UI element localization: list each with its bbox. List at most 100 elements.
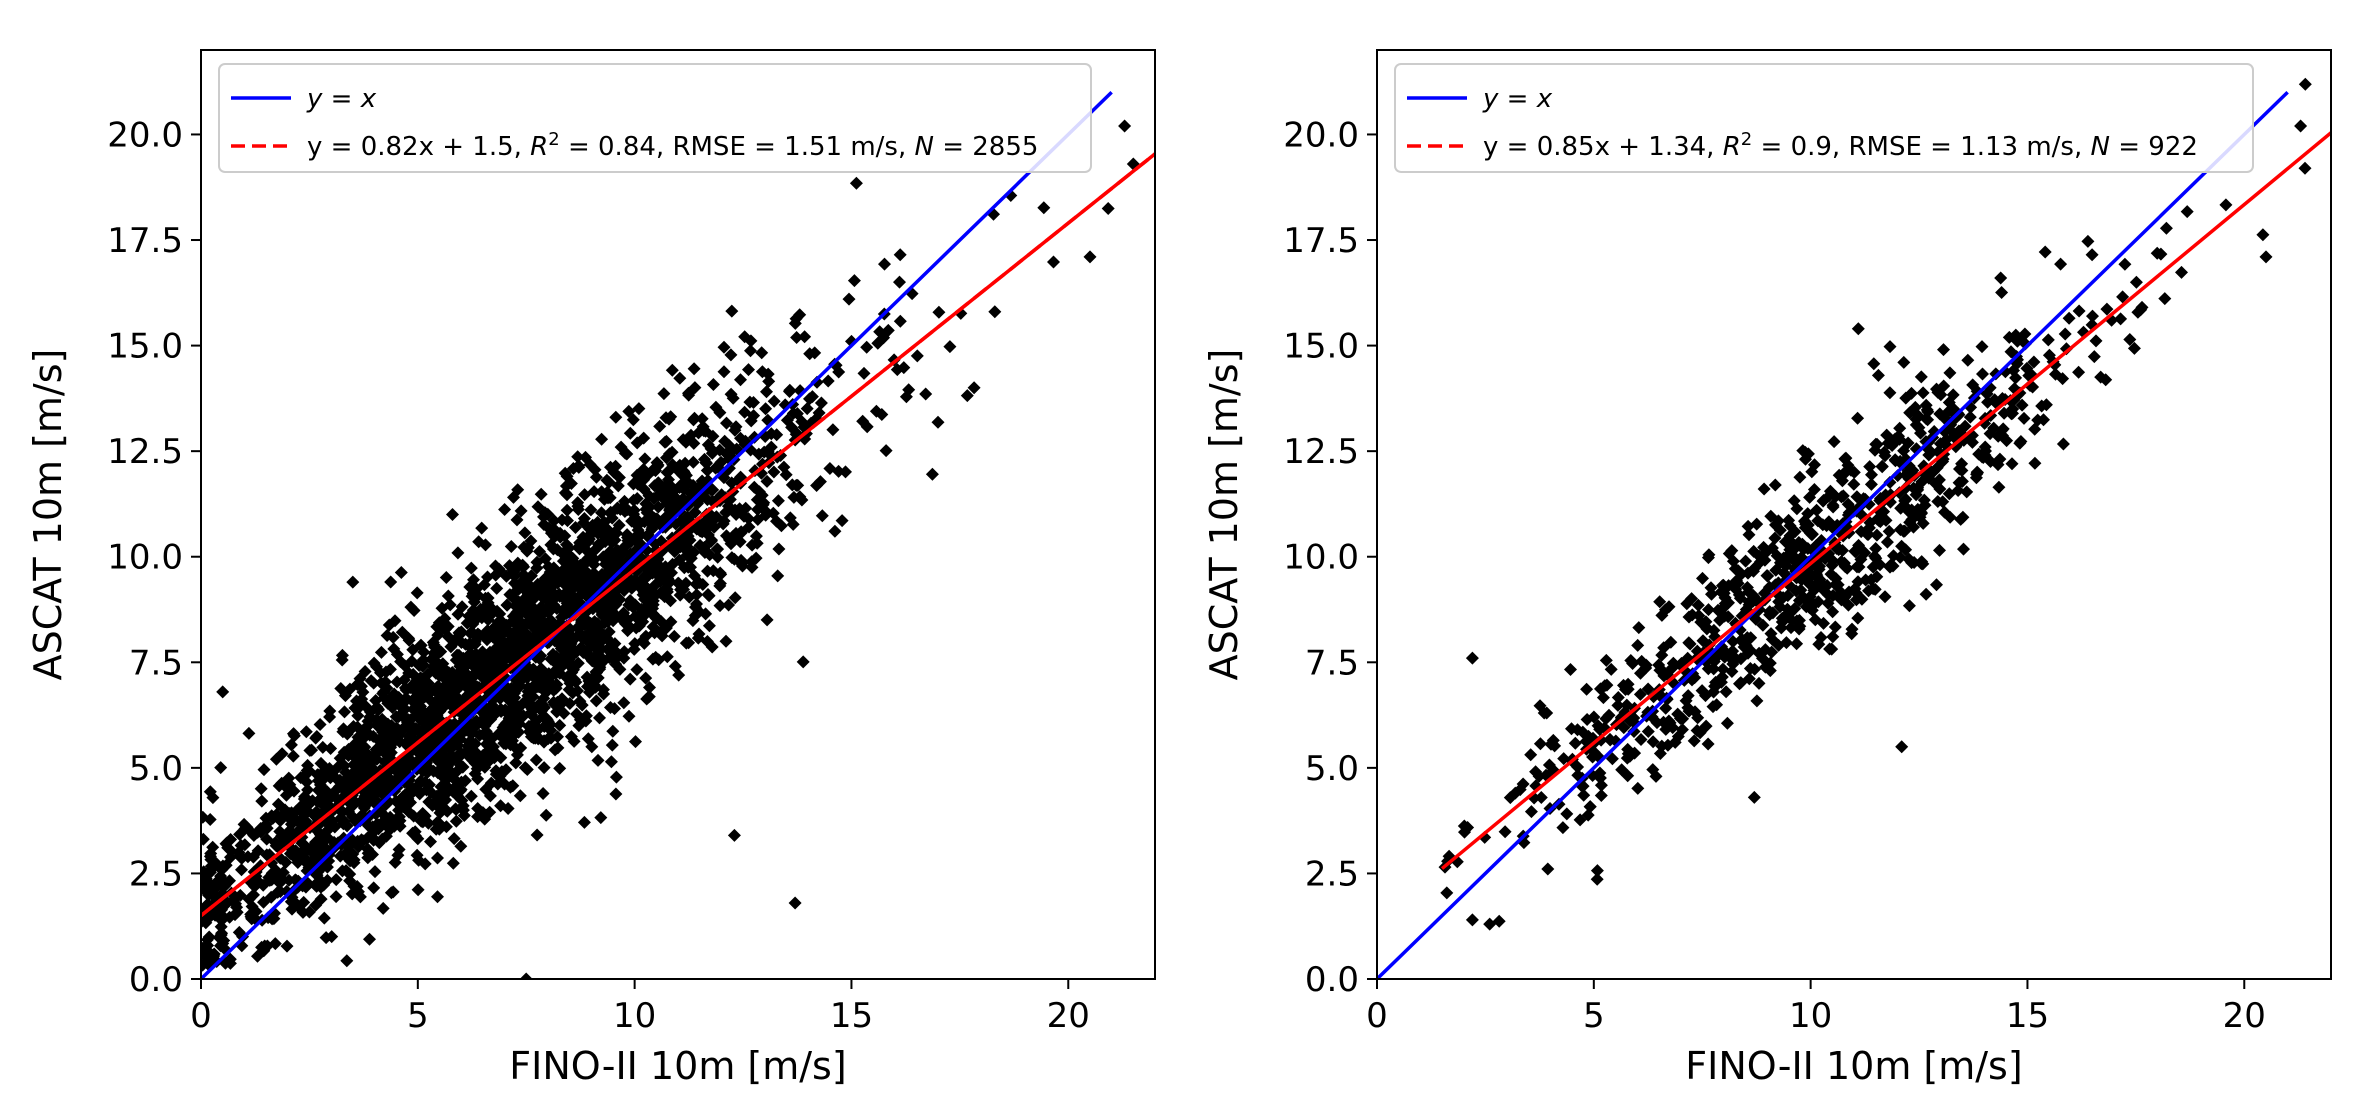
data-point: [2294, 119, 2308, 133]
data-point: [960, 389, 974, 403]
data-point: [667, 491, 681, 505]
data-point: [441, 669, 454, 683]
data-point: [424, 835, 437, 849]
data-point: [1083, 250, 1097, 264]
data-point: [2123, 333, 2137, 346]
data-point: [1955, 457, 1969, 471]
data-point: [577, 815, 591, 829]
data-point: [689, 600, 702, 614]
data-point: [910, 349, 924, 363]
data-point: [646, 520, 659, 534]
data-point: [589, 470, 603, 484]
data-point: [1995, 286, 2009, 299]
data-point: [790, 331, 804, 344]
data-point: [353, 890, 367, 904]
data-point: [467, 595, 481, 609]
data-point: [498, 503, 512, 516]
data-point: [581, 544, 594, 558]
data-point: [1699, 615, 1713, 629]
data-point: [1829, 578, 1843, 592]
data-point: [530, 828, 544, 842]
data-point: [1483, 917, 1497, 931]
y-tick-label: 5.0: [129, 749, 183, 789]
data-point: [242, 726, 256, 740]
data-point: [1571, 760, 1585, 774]
data-point: [668, 659, 682, 673]
data-point: [798, 330, 812, 344]
data-point: [407, 722, 421, 736]
data-point: [532, 722, 546, 736]
data-point: [498, 777, 512, 791]
data-point: [1548, 739, 1562, 753]
data-point: [1705, 587, 1718, 601]
data-point: [470, 582, 483, 596]
data-point: [1919, 398, 1933, 412]
data-point: [519, 600, 533, 614]
y-tick-label: 5.0: [1305, 749, 1359, 789]
data-point: [574, 578, 588, 592]
data-point: [1790, 637, 1804, 651]
data-point: [2004, 345, 2018, 359]
data-point: [1866, 582, 1880, 596]
data-point: [1047, 255, 1060, 269]
data-point: [747, 396, 760, 409]
data-point: [607, 465, 621, 479]
data-point: [450, 751, 464, 765]
y-tick-label: 7.5: [1305, 643, 1359, 683]
data-point: [650, 561, 664, 575]
data-point: [542, 572, 556, 586]
data-point: [667, 629, 681, 643]
data-point: [609, 410, 623, 424]
data-point: [1722, 650, 1736, 664]
data-point: [1851, 322, 1865, 336]
fit-line: [1440, 131, 2331, 870]
data-point: [717, 340, 731, 354]
data-point: [271, 885, 285, 899]
data-point: [805, 390, 819, 404]
data-point: [479, 538, 492, 552]
data-point: [1615, 763, 1629, 777]
data-point: [268, 937, 282, 951]
data-point: [521, 664, 535, 678]
data-point: [285, 806, 298, 820]
data-point: [659, 621, 673, 635]
data-point: [375, 717, 389, 730]
y-tick-label: 15.0: [1283, 327, 1359, 367]
data-point: [812, 406, 826, 420]
data-point: [1868, 549, 1882, 563]
data-point: [537, 673, 551, 687]
data-point: [821, 374, 835, 388]
data-point: [454, 839, 468, 853]
data-point: [725, 304, 739, 318]
x-axis-label: FINO-II 10m [m/s]: [1685, 1044, 2022, 1088]
data-point: [1513, 783, 1527, 797]
y-tick-label: 17.5: [107, 221, 183, 261]
data-point: [489, 645, 503, 659]
data-point: [605, 551, 619, 565]
data-point: [1895, 539, 1909, 553]
data-point: [688, 411, 701, 425]
data-point: [1808, 613, 1822, 627]
data-point: [931, 415, 945, 429]
data-point: [530, 611, 544, 625]
data-point: [1821, 588, 1835, 602]
data-point: [1657, 669, 1671, 683]
data-point: [691, 631, 705, 645]
data-point: [629, 621, 643, 635]
data-point: [201, 933, 214, 947]
data-point: [355, 833, 368, 847]
data-point: [1775, 611, 1789, 625]
data-point: [1811, 514, 1825, 528]
data-point: [1702, 603, 1715, 617]
data-point: [1916, 386, 1930, 400]
x-axis-label: FINO-II 10m [m/s]: [509, 1044, 846, 1088]
data-point: [648, 626, 662, 640]
data-point: [1812, 637, 1826, 651]
data-point: [371, 776, 385, 790]
data-point: [486, 630, 500, 644]
data-point: [1742, 528, 1756, 542]
data-point: [287, 784, 301, 798]
legend: y = x y = 0.82x + 1.5, R2 = 0.84, RMSE = …: [218, 63, 1092, 173]
data-point: [1605, 752, 1619, 766]
data-point: [517, 709, 530, 723]
